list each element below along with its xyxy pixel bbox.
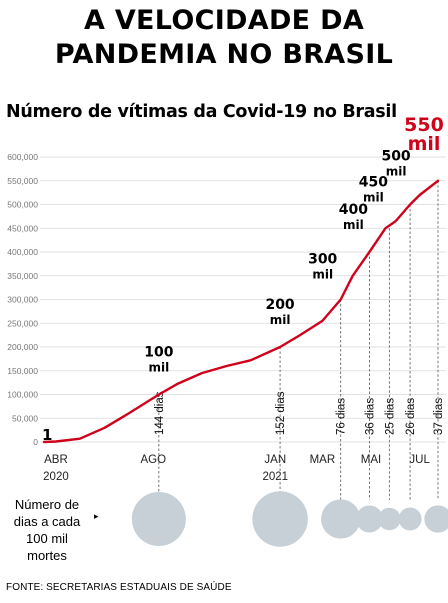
milestone-label: 300 [308,252,337,268]
bubble-caption-line: mortes [27,548,67,563]
milestone-label: 200 [265,297,294,313]
source-note: FONTE: SECRETARIAS ESTADUAIS DE SAÚDE [6,582,232,593]
deaths-series-line [42,179,440,444]
milestone-label: mil [270,313,291,327]
milestone-label: 100 [144,345,173,361]
days-label: 37 dias [433,398,445,435]
y-tick-label: 100,000 [7,390,38,400]
days-label: 76 dias [336,398,348,435]
days-bubble [321,499,361,539]
y-tick-label: 150,000 [7,366,38,376]
x-tick-label: AGO [140,454,166,466]
days-bubble [131,492,186,546]
x-tick-label: MAR [310,454,336,466]
y-tick-label: 50,000 [12,413,38,423]
x-tick-label: MAI [361,454,381,466]
milestone-label: mil [408,133,441,155]
days-bubble [398,507,422,531]
y-tick-label: 400,000 [7,247,38,257]
x-tick-label: 2021 [262,471,288,483]
y-tick-label: 550,000 [7,176,38,186]
headline-line-2: PANDEMIA NO BRASIL [54,39,394,70]
y-tick-label: 500,000 [7,200,38,210]
y-tick-label: 0 [33,437,38,447]
days-bubble [252,491,308,547]
milestone-label: 450 [359,174,388,190]
milestone-label: 1 [42,426,52,444]
x-tick-label: ABR [44,454,68,466]
x-tick-label: JAN [264,454,286,466]
days-label: 152 dias [275,391,287,435]
milestone-label: mil [363,190,384,204]
days-label: 144 dias [154,391,166,435]
days-bubble [355,505,383,533]
bubble-caption-line: dias a cada [13,514,81,529]
days-label: 26 dias [405,398,417,435]
headline-line-1: A VELOCIDADE DA [83,5,365,36]
x-tick-label: JUL [409,454,430,466]
milestone-label: mil [386,165,407,179]
y-tick-label: 200,000 [7,342,38,352]
x-tick-label: 2020 [43,471,69,483]
days-bubble [378,507,401,531]
y-tick-label: 600,000 [7,152,38,162]
y-tick-label: 350,000 [7,271,38,281]
y-tick-label: 450,000 [7,223,38,233]
milestone-label: mil [343,218,364,232]
milestone-label: 500 [381,149,410,165]
milestone-label: 400 [339,202,368,218]
days-label: 25 dias [384,398,396,435]
milestone-label: 550 [404,114,444,136]
bubble-legend-caption: Número de dias a cada 100 mil mortes [6,496,88,564]
headline: A VELOCIDADE DA PANDEMIA NO BRASIL [0,4,448,72]
bubble-caption-line: 100 mil [26,531,68,546]
days-bubble [424,505,448,533]
bubble-caption-line: Número de [14,497,80,512]
chart-title: Número de vítimas da Covid-19 no Brasil [6,102,397,122]
y-tick-label: 300,000 [7,295,38,305]
milestone-label: mil [148,361,169,375]
milestone-label: mil [312,268,333,282]
y-tick-label: 250,000 [7,318,38,328]
days-label: 36 dias [364,398,376,435]
caption-arrow-icon: ▸ [94,512,99,522]
